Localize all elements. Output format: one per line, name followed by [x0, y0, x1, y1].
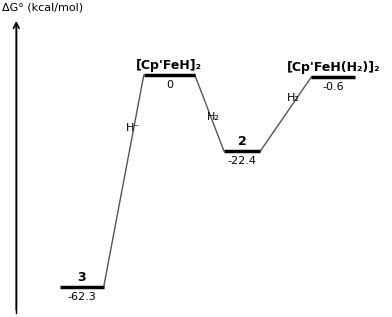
Text: ΔG° (kcal/mol): ΔG° (kcal/mol) [2, 2, 83, 12]
Text: H⁻: H⁻ [126, 123, 140, 133]
Text: -0.6: -0.6 [322, 82, 344, 92]
Text: H₂: H₂ [287, 94, 299, 103]
Text: 0: 0 [166, 80, 173, 90]
Text: -22.4: -22.4 [228, 156, 257, 166]
Text: -62.3: -62.3 [67, 292, 96, 302]
Text: H₂: H₂ [207, 113, 220, 122]
Text: 2: 2 [238, 135, 247, 148]
Text: [Cp'FeH(H₂)]₂: [Cp'FeH(H₂)]₂ [287, 61, 380, 74]
Text: 3: 3 [78, 271, 86, 284]
Text: [Cp'FeH]₂: [Cp'FeH]₂ [136, 59, 202, 72]
